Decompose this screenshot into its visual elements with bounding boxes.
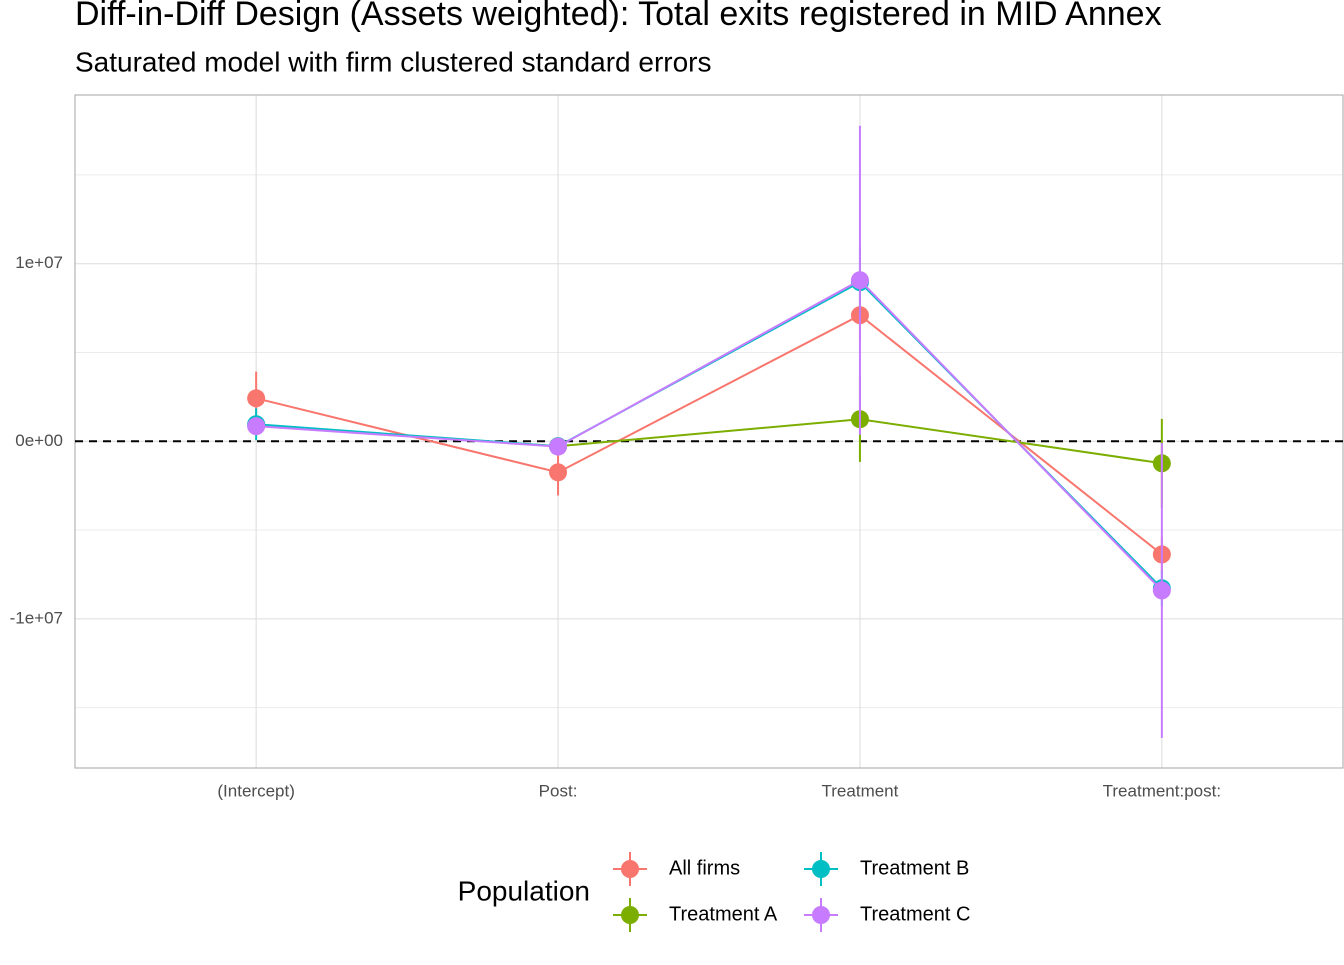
legend-title: Population — [458, 875, 590, 906]
chart-title: Diff-in-Diff Design (Assets weighted): T… — [75, 0, 1162, 33]
y-tick-label: 0e+00 — [15, 431, 63, 450]
panel-border — [74, 94, 1344, 769]
point — [549, 463, 568, 482]
chart-subtitle: Saturated model with firm clustered stan… — [75, 46, 712, 77]
point — [247, 417, 266, 436]
x-tick-label: (Intercept) — [217, 781, 294, 800]
legend-key-point — [621, 860, 639, 878]
y-tick-label: -1e+07 — [10, 608, 63, 627]
legend-label: Treatment A — [669, 903, 778, 925]
legend-key-point — [812, 860, 830, 878]
legend-key-point — [812, 906, 830, 924]
point — [247, 389, 266, 408]
legend-label: Treatment C — [860, 903, 970, 925]
y-tick-label: 1e+07 — [15, 253, 63, 272]
point — [549, 437, 568, 456]
legend-label: All firms — [669, 857, 740, 879]
x-tick-label: Treatment — [822, 781, 899, 800]
series-line — [256, 278, 1163, 592]
legend-key-point — [621, 906, 639, 924]
legend-label: Treatment B — [860, 857, 969, 879]
x-tick-label: Treatment:post: — [1103, 781, 1221, 800]
point — [1152, 581, 1171, 600]
point — [850, 271, 869, 290]
x-tick-label: Post: — [539, 781, 578, 800]
